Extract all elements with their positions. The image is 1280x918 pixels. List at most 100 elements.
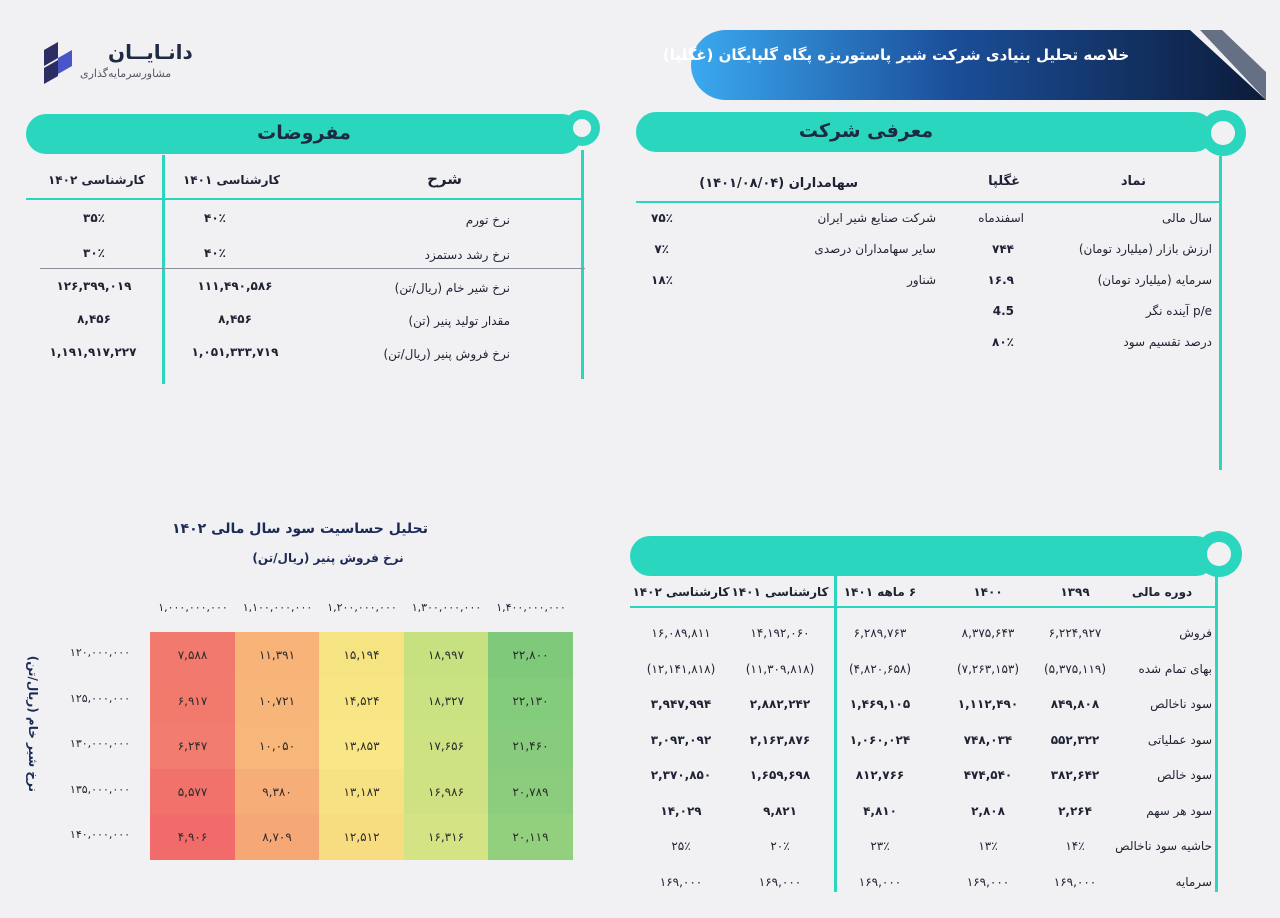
financials-cell: ۶,۲۲۴,۹۲۷ — [1048, 626, 1102, 640]
financials-cell: ۴,۸۱۰ — [863, 803, 897, 818]
assumption-label: مقدار تولید پنیر (تن) — [408, 314, 510, 328]
financials-cell: ۲,۸۸۲,۲۴۲ — [749, 697, 811, 711]
assumptions-table-rule — [26, 198, 583, 200]
logo-title: دانـایــان — [108, 40, 193, 64]
financials-row-label: سود ناخالص — [1150, 697, 1212, 711]
shareholder-name: شناور — [907, 273, 936, 287]
assumption-1402: ۸,۴۵۶ — [77, 312, 111, 326]
sensitivity-subtitle: نرخ فروش پنیر (ریال/تن) — [252, 551, 404, 565]
financials-cell: ۱۴,۰۲۹ — [660, 803, 702, 818]
heatmap-cell: ۱۴,۵۲۴ — [319, 677, 404, 724]
assumptions-col-desc: شرح — [427, 170, 462, 188]
financials-cell: ۱۶۹,۰۰۰ — [1053, 874, 1097, 889]
heatmap-cell: ۱۶,۳۱۶ — [403, 814, 489, 860]
financials-cell: ۲,۸۰۸ — [971, 803, 1005, 818]
heatmap-cell: ۱۲,۵۱۲ — [319, 814, 404, 860]
financials-col-header: ۱۴۰۰ — [973, 585, 1003, 599]
financials-row-label: سود عملیاتی — [1147, 732, 1212, 747]
company-header: معرفی شرکت — [636, 112, 1214, 152]
financials-cell: ۱۴٪ — [1065, 839, 1085, 853]
financials-cell: ۹,۸۲۱ — [763, 803, 797, 818]
heatmap-cell: ۱۰,۰۵۰ — [234, 723, 320, 769]
symbol-label: نماد — [1120, 174, 1146, 189]
heatmap-cell: ۱۱,۳۹۱ — [234, 632, 320, 678]
financials-cell: ۱,۰۶۰,۰۲۴ — [849, 732, 911, 747]
assumption-label: نرخ رشد دستمزد — [424, 248, 510, 262]
financials-cell: ۱۶۹,۰۰۰ — [966, 874, 1010, 889]
financials-col-header: دوره مالی — [1131, 585, 1193, 599]
financials-cell: (۱۱,۳۰۹,۸۱۸) — [745, 661, 815, 676]
financials-cell: (۱۲,۱۴۱,۸۱۸) — [646, 661, 716, 676]
assumption-1402: ۳۵٪ — [83, 211, 105, 225]
heatmap-row-label: ۱۳۰,۰۰۰,۰۰۰ — [69, 737, 131, 750]
heatmap-cell: ۱۰,۷۲۱ — [234, 677, 320, 724]
financials-cell: ۳,۹۴۷,۹۹۴ — [650, 697, 712, 711]
shareholder-name: شرکت صنایع شیر ایران — [817, 211, 936, 225]
financials-cell: ۲,۱۶۳,۸۷۶ — [749, 732, 811, 747]
assumption-label: نرخ تورم — [465, 213, 510, 227]
heatmap-cell: ۷,۵۸۸ — [150, 632, 235, 678]
logo: دانـایــان مشاورسرمایه‌گذاری — [40, 38, 193, 88]
financials-cell: ۵۵۲,۳۲۲ — [1050, 732, 1100, 747]
shareholder-pct: ۱۸٪ — [651, 273, 673, 287]
heatmap-col-label: ۱,۲۰۰,۰۰۰,۰۰۰ — [327, 601, 397, 614]
financials-cell: ۱۶۹,۰۰۰ — [758, 874, 802, 889]
heatmap-cell: ۱۳,۸۵۳ — [319, 723, 404, 769]
assumption-1402: ۱۲۶,۳۹۹,۰۱۹ — [56, 279, 132, 293]
financials-cell: ۸۴۹,۸۰۸ — [1050, 697, 1100, 711]
financials-cell: ۸,۳۷۵,۶۴۳ — [961, 626, 1015, 640]
heatmap-cell: ۲۰,۷۸۹ — [488, 768, 573, 815]
company-field-label: درصد تقسیم سود — [1123, 335, 1212, 349]
financials-cell: ۲,۲۶۴ — [1058, 803, 1092, 818]
heatmap-col-label: ۱,۱۰۰,۰۰۰,۰۰۰ — [242, 601, 313, 614]
shareholder-name: سایر سهامداران درصدی — [814, 242, 936, 256]
financials-cell: ۲۰٪ — [770, 839, 790, 853]
financials-cell: ۱۴,۱۹۲,۰۶۰ — [750, 626, 810, 640]
heatmap-cell: ۶,۲۴۷ — [150, 723, 235, 769]
financials-cell: ۶,۲۸۹,۷۶۳ — [853, 626, 907, 640]
heatmap-row-label: ۱۴۰,۰۰۰,۰۰۰ — [69, 828, 131, 841]
heatmap-cell: ۵,۵۷۷ — [150, 768, 235, 815]
heatmap-col-label: ۱,۳۰۰,۰۰۰,۰۰۰ — [411, 601, 482, 614]
company-field-value: ۸۰٪ — [992, 335, 1014, 349]
assumption-label: نرخ شیر خام (ریال/تن) — [394, 281, 510, 295]
financials-cell: ۱۶,۰۸۹,۸۱۱ — [651, 626, 711, 640]
financials-col-header: ۶ ماهه ۱۴۰۱ — [843, 585, 917, 599]
financials-cell: ۲,۳۷۰,۸۵۰ — [650, 768, 712, 782]
financials-row-label: سود هر سهم — [1146, 803, 1212, 818]
logo-subtitle: مشاورسرمایه‌گذاری — [80, 67, 172, 80]
heatmap-cell: ۱۶,۹۸۶ — [403, 768, 489, 815]
heatmap-cell: ۸,۷۰۹ — [234, 814, 320, 860]
financials-col-header: کارشناسی ۱۴۰۱ — [731, 585, 829, 599]
assumptions-separator — [40, 268, 585, 269]
heatmap-cell: ۱۳,۱۸۳ — [319, 768, 404, 815]
heatmap-row-label: ۱۲۰,۰۰۰,۰۰۰ — [69, 646, 131, 659]
assumptions-divider-mid — [162, 155, 165, 384]
heatmap-row-label: ۱۳۵,۰۰۰,۰۰۰ — [69, 782, 131, 796]
sensitivity-title: تحلیل حساسیت سود سال مالی ۱۴۰۲ — [172, 521, 428, 537]
financials-row-label: فروش — [1179, 626, 1212, 640]
assumption-1401: ۱,۰۵۱,۳۳۳,۷۱۹ — [191, 345, 279, 359]
logo-icon — [44, 42, 72, 84]
assumptions-header-title: مفروضات — [257, 122, 351, 144]
company-field-value: 4.5 — [992, 304, 1014, 318]
financials-cell: ۳,۰۹۳,۰۹۲ — [650, 732, 712, 747]
financials-header — [630, 536, 1216, 576]
heatmap-cell: ۹,۳۸۰ — [234, 768, 320, 815]
sensitivity-row-axis-label: نرخ شیر خام (ریال/تن) — [26, 655, 40, 792]
heatmap-cell: ۲۲,۸۰۰ — [488, 632, 573, 678]
heatmap-cell: ۱۸,۹۹۷ — [403, 632, 489, 678]
company-header-ring-icon — [1200, 110, 1246, 156]
financials-col-header: ۱۳۹۹ — [1060, 585, 1090, 599]
financials-divider-mid — [834, 576, 837, 892]
financials-cell: ۲۵٪ — [671, 839, 691, 853]
financials-row-label: سرمایه — [1175, 874, 1212, 889]
heatmap-cell: ۲۰,۱۱۹ — [488, 814, 573, 860]
financials-row-label: بهای تمام شده — [1138, 661, 1212, 676]
financials-cell: ۱,۱۱۲,۴۹۰ — [957, 697, 1019, 711]
assumptions-header: مفروضات — [26, 114, 582, 154]
heatmap-cell: ۱۷,۶۵۶ — [403, 723, 489, 769]
financials-cell: ۱۶۹,۰۰۰ — [659, 874, 703, 889]
company-field-value: ۱۶.۹ — [987, 273, 1014, 287]
assumptions-divider-right — [581, 150, 584, 379]
